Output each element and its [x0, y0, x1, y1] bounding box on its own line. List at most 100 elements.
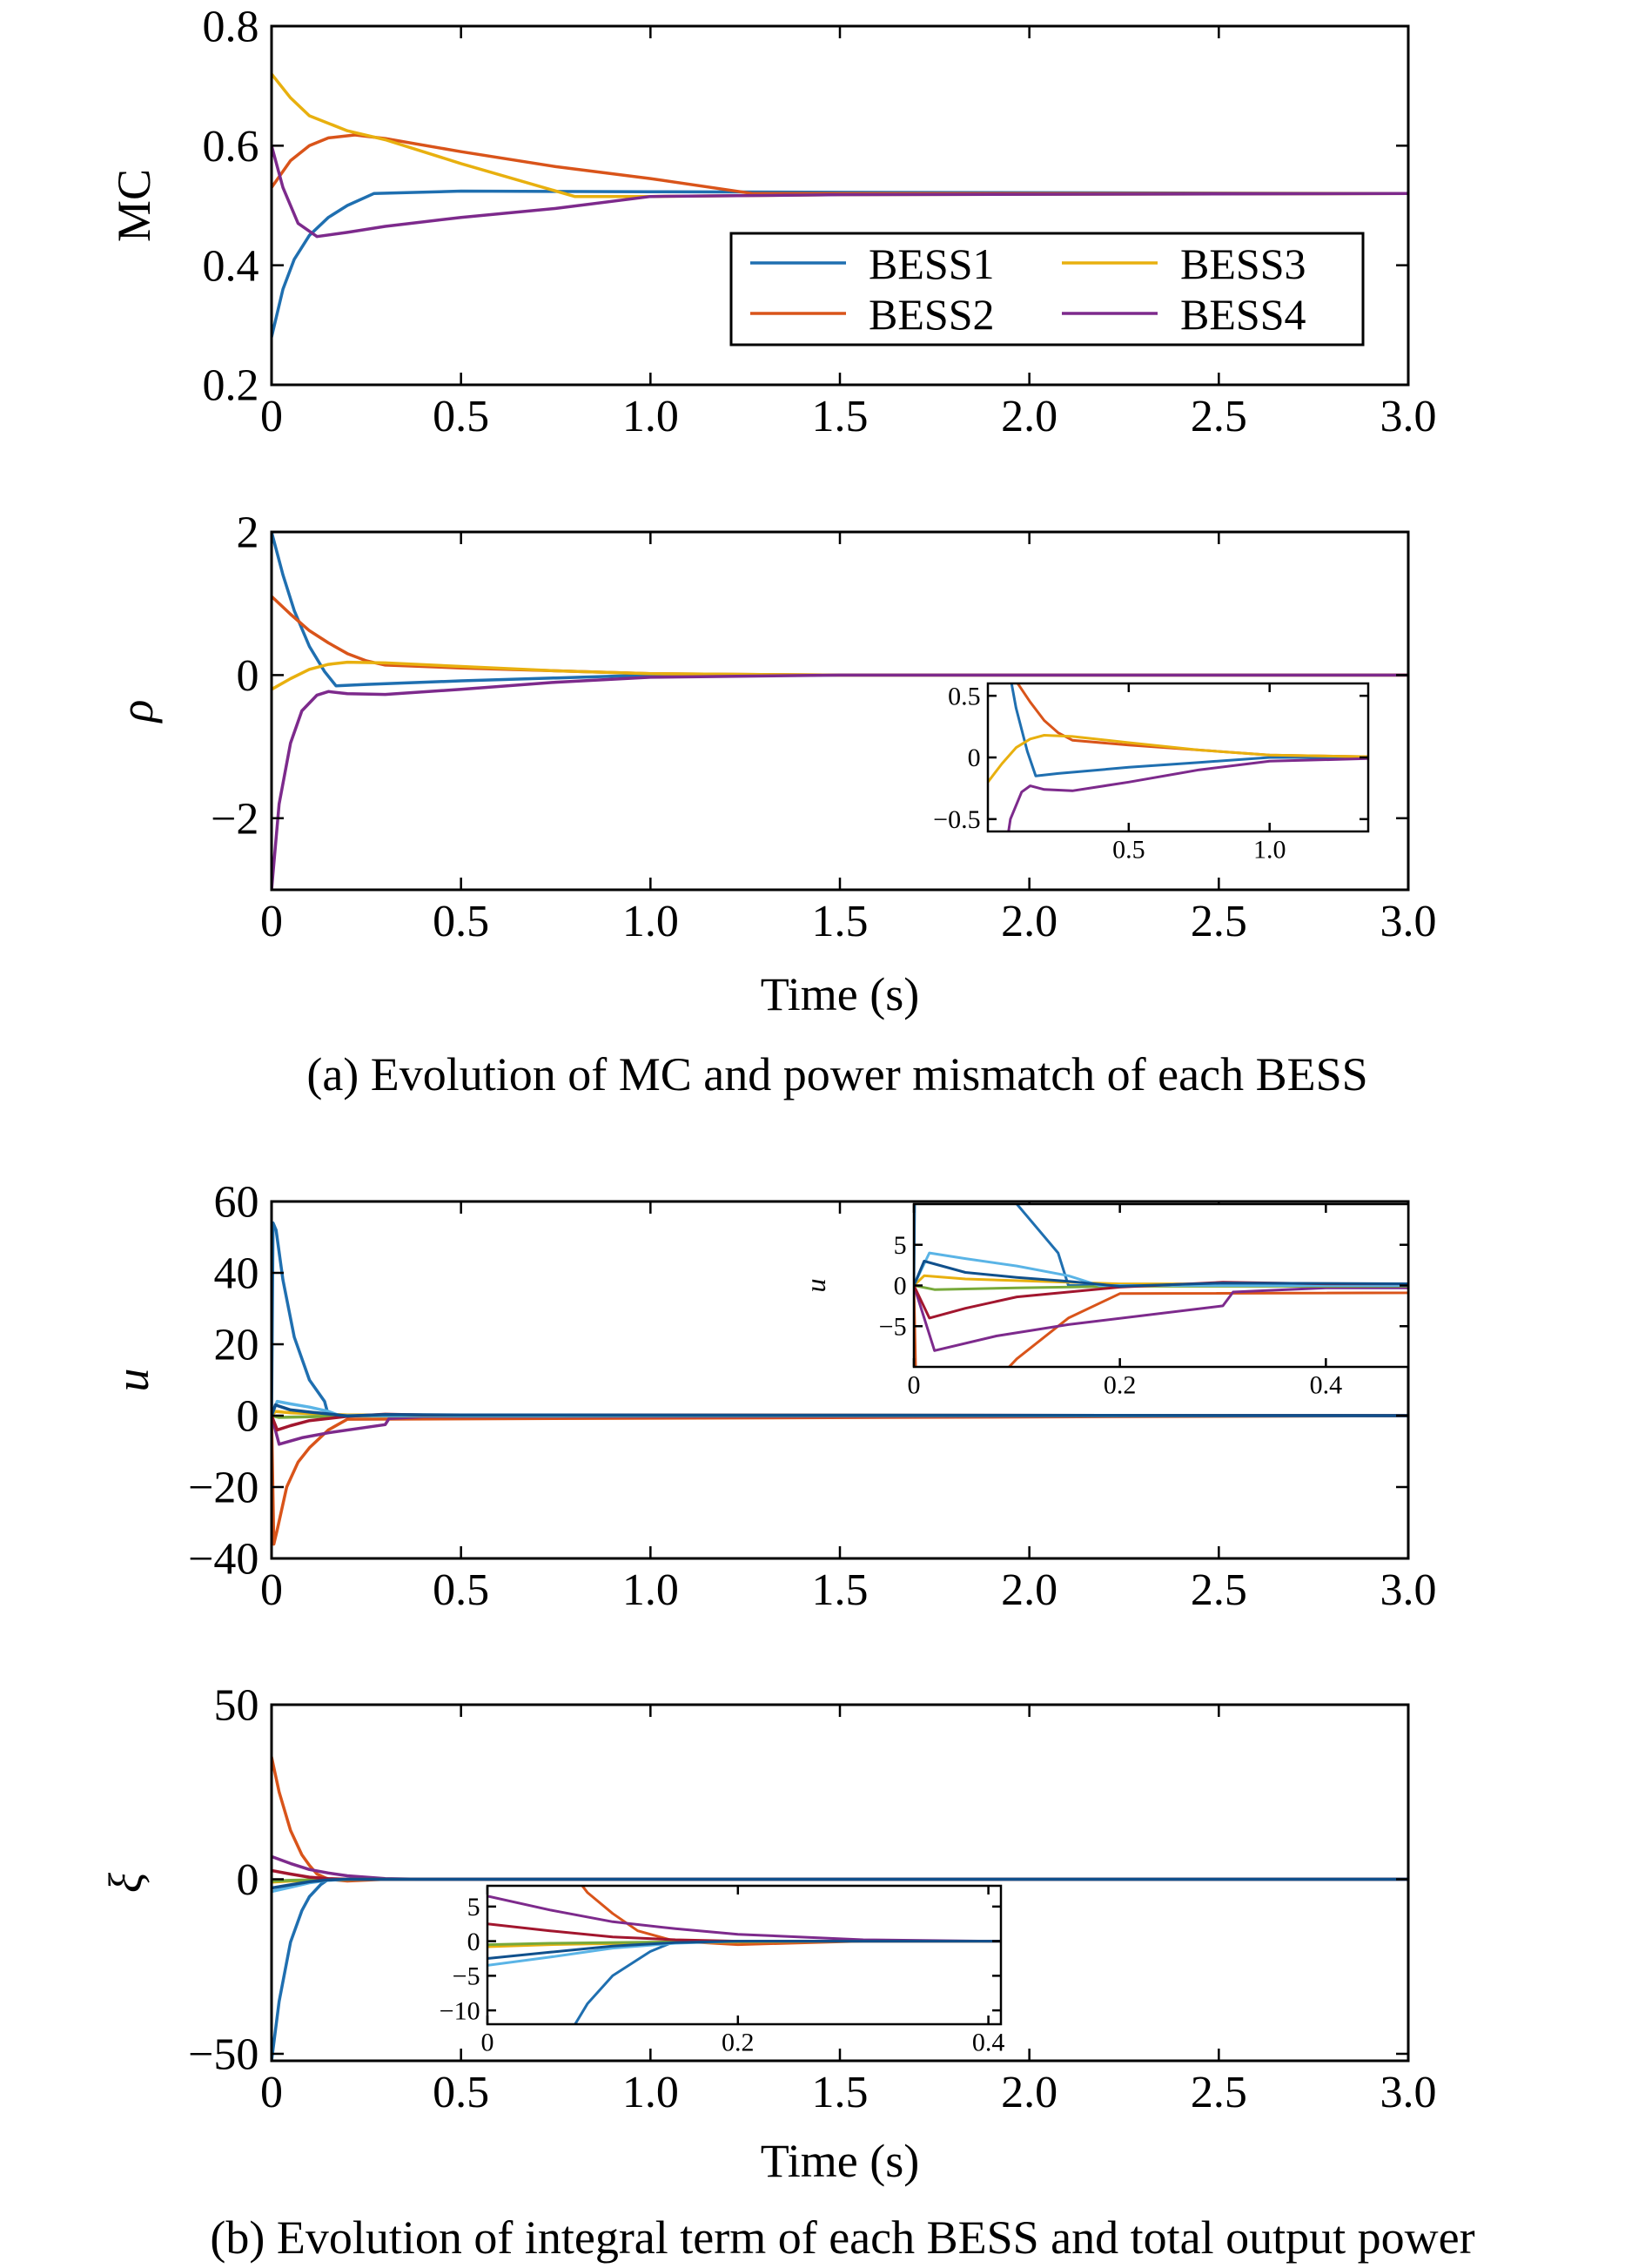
x-tick-label: 0 — [260, 2068, 283, 2117]
y-tick-label: 0 — [236, 1855, 258, 1905]
inset-series-line-u2 — [914, 1284, 1408, 1367]
inset-3: 0 0.2 0.4 5 0 −5 −10 — [440, 1884, 1004, 2057]
y-tick-label: 50 — [213, 1681, 258, 1731]
inset-1: 0.5 1.0 0.5 0 −0.5 — [933, 682, 1370, 865]
series-line-bess1 — [272, 532, 1408, 688]
x-tick-label: 0 — [481, 2029, 494, 2057]
x-tick-label: 0.5 — [1112, 836, 1145, 865]
y-axis-label: ρ — [111, 700, 163, 724]
x-tick-label: 2.5 — [1191, 897, 1247, 946]
x-tick-label: 3.0 — [1380, 392, 1437, 441]
y-axis-label: MC — [108, 169, 160, 242]
y-tick-label: 2 — [236, 508, 258, 558]
y-tick-label: −5 — [453, 1962, 480, 1991]
inset-series-line-ξ8 — [487, 1940, 1001, 1960]
caption-a: (a) Evolution of MC and power mismatch o… — [306, 1048, 1367, 1100]
legend-label-bess3: BESS3 — [1180, 239, 1306, 288]
y-tick-label: 0 — [968, 744, 981, 772]
x-tick-label: 2.5 — [1191, 392, 1247, 441]
y-tick-label: 5 — [894, 1231, 907, 1260]
x-tick-label: 0 — [908, 1371, 921, 1400]
x-axis-label: Time (s) — [761, 968, 920, 1020]
y-tick-label: 5 — [467, 1893, 480, 1921]
y-tick-label: 0.6 — [202, 122, 258, 172]
y-tick-label: 40 — [213, 1249, 258, 1299]
series-line-bess4 — [272, 673, 1408, 890]
x-tick-label: 1.0 — [622, 392, 679, 441]
legend-box — [729, 232, 1365, 347]
inset-2: 0 0.2 0.4 5 0 −5 u — [800, 1202, 1410, 1400]
inset-series-line-bess4 — [1007, 757, 1368, 831]
series-group — [272, 72, 1408, 339]
y-tick-label: 0 — [236, 651, 258, 701]
x-tick-label: 2.0 — [1001, 392, 1058, 441]
series-group — [272, 1755, 1408, 2061]
y-tick-label: −2 — [211, 794, 258, 844]
inset-series-line-ξ7 — [487, 1922, 1001, 1943]
inset-series-line-u3 — [914, 1274, 1408, 1287]
x-axis-label: Time (s) — [761, 2135, 920, 2187]
series-group — [988, 683, 1368, 831]
inset-axes-frame — [486, 1884, 1003, 2026]
x-tick-label: 2.0 — [1001, 897, 1058, 946]
x-tick-label: 0.5 — [433, 897, 489, 946]
series-line-bess1 — [272, 189, 1408, 339]
x-tick-label: 0 — [260, 897, 283, 946]
x-tick-label: 2.5 — [1191, 2068, 1247, 2117]
y-tick-label: −5 — [879, 1312, 907, 1341]
series-line-bess4 — [272, 144, 1408, 239]
legend-label-bess2: BESS2 — [869, 290, 995, 339]
x-tick-label: 0.4 — [1310, 1371, 1343, 1400]
y-axis-label: u — [106, 1369, 158, 1392]
x-tick-label: 0.2 — [1104, 1371, 1137, 1400]
x-tick-label: 0 — [260, 392, 283, 441]
x-tick-label: 0 — [260, 1565, 283, 1615]
y-tick-label: 60 — [213, 1178, 258, 1228]
y-tick-label: 20 — [213, 1321, 258, 1370]
x-tick-label: 1.5 — [812, 1565, 869, 1615]
inset-series-line-bess1 — [1010, 683, 1368, 777]
x-tick-label: 1.0 — [622, 1565, 679, 1615]
caption-b: (b) Evolution of integral term of each B… — [210, 2211, 1474, 2264]
y-tick-label: −40 — [188, 1535, 258, 1585]
x-tick-label: 2.0 — [1001, 1565, 1058, 1615]
series-line-ξ2 — [272, 1755, 1408, 1883]
y-tick-label: −50 — [188, 2030, 258, 2080]
x-tick-label: 0.2 — [722, 2029, 755, 2057]
series-line-bess2 — [272, 133, 1408, 196]
series-line-ξ4 — [272, 1854, 1408, 1881]
y-tick-label: 0 — [894, 1272, 907, 1301]
y-tick-label: −0.5 — [933, 805, 980, 834]
y-tick-label: 0 — [236, 1392, 258, 1442]
y-tick-label: −10 — [440, 1996, 480, 2025]
x-tick-label: 1.0 — [1253, 836, 1286, 865]
series-line-u2 — [272, 1414, 1408, 1546]
x-tick-label: 3.0 — [1380, 2068, 1437, 2117]
y-tick-label: −20 — [188, 1464, 258, 1513]
y-tick-label: 0.2 — [202, 361, 258, 411]
x-tick-label: 1.5 — [812, 2068, 869, 2117]
series-line-ξ8 — [272, 1877, 1408, 1890]
x-tick-label: 2.0 — [1001, 2068, 1058, 2117]
series-line-bess3 — [272, 660, 1408, 691]
x-tick-label: 1.5 — [812, 392, 869, 441]
x-tick-label: 1.5 — [812, 897, 869, 946]
x-tick-label: 1.0 — [622, 897, 679, 946]
inset-y-axis-label: u — [800, 1279, 831, 1293]
legend-label-bess4: BESS4 — [1180, 290, 1306, 339]
x-tick-label: 3.0 — [1380, 1565, 1437, 1615]
series-group — [272, 1221, 1408, 1546]
y-tick-label: 0 — [467, 1928, 480, 1956]
inset-series-line-ξ6 — [487, 1940, 1001, 1967]
series-group — [272, 532, 1408, 890]
y-tick-label: 0.8 — [202, 3, 258, 52]
x-tick-label: 3.0 — [1380, 897, 1437, 946]
x-tick-label: 0.5 — [433, 2068, 489, 2117]
x-tick-label: 2.5 — [1191, 1565, 1247, 1615]
x-tick-label: 0.5 — [433, 1565, 489, 1615]
inset-series-line-u5 — [914, 1284, 1408, 1291]
series-line-bess2 — [272, 595, 1408, 677]
